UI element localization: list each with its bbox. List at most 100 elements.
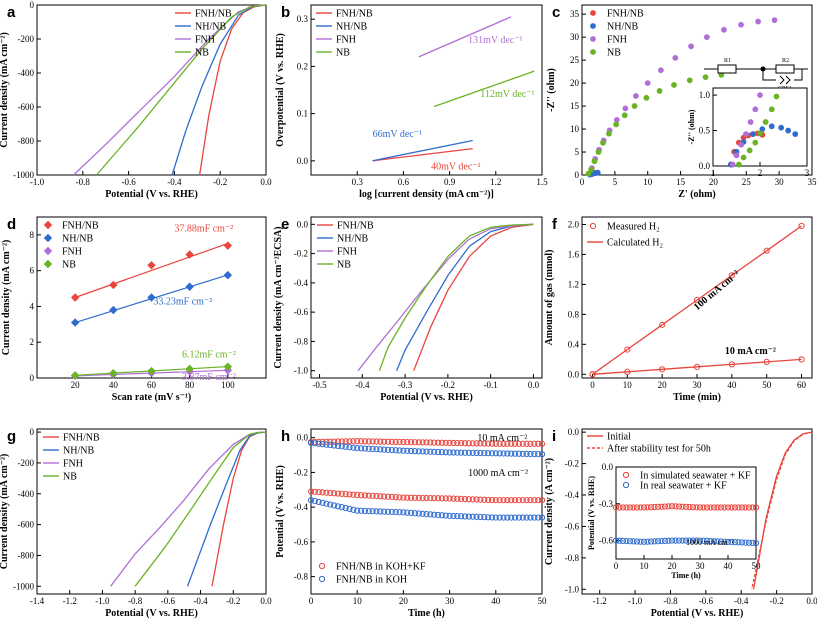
series-point-1	[346, 505, 353, 512]
series-point-0	[531, 440, 538, 447]
inset-point-0	[675, 503, 683, 510]
series-point-0	[438, 439, 445, 446]
series-line-0	[211, 431, 267, 587]
legend-marker	[43, 220, 53, 230]
series-point-1	[419, 448, 426, 455]
series-point-1	[350, 506, 357, 513]
series-point-1	[496, 514, 503, 521]
series-point-1	[338, 504, 345, 511]
series-point-3	[606, 130, 612, 137]
series-point-1	[342, 443, 349, 450]
legend-label: NB	[195, 48, 209, 59]
series-point-1	[500, 514, 507, 521]
y-tick-label: 0.3	[297, 14, 309, 24]
series-line-0	[592, 225, 802, 375]
y-tick-label: -0.4	[294, 502, 309, 512]
series-point-1	[354, 445, 361, 452]
series-point-1	[461, 449, 469, 456]
series-line-2	[357, 223, 534, 372]
series-point-1	[538, 451, 546, 458]
legend-marker	[590, 23, 596, 29]
y-tick-label: 4	[30, 301, 35, 311]
series-point-3	[588, 166, 595, 173]
circuit-label: R1	[724, 58, 731, 64]
y-tick-label: -0.8	[294, 572, 309, 582]
chart-g: -1.4 -1.2 -1.0 -0.8 -0.6 -0.4 -0.2 0.0 -1000 -800…	[0, 427, 272, 619]
series-point-0	[431, 439, 438, 446]
panel-label: f	[552, 216, 558, 233]
series-point-1	[527, 450, 534, 458]
x-tick-label: 20	[668, 561, 678, 571]
series-point-0	[538, 497, 546, 504]
cpe-element	[779, 75, 791, 85]
y-tick-label: -600	[18, 520, 35, 530]
series-point-2	[771, 17, 778, 24]
legend-label: After stability test for 50h	[607, 444, 711, 455]
legend-label: Initial	[607, 432, 631, 443]
y-tick-label: -0.6	[294, 537, 309, 547]
series-point-0	[519, 497, 526, 504]
x-tick-label: 0.0	[260, 596, 272, 606]
y-axis-label: Current density (mA cm⁻²)	[1, 240, 12, 356]
series-point-1	[438, 512, 445, 519]
inset-point-1	[710, 538, 718, 545]
series-point-0	[693, 297, 701, 304]
series-point-0	[361, 438, 368, 445]
series-point-0	[315, 489, 322, 496]
series-point-1	[485, 514, 492, 521]
plot-frame	[310, 4, 543, 176]
series-point-1	[404, 509, 411, 516]
series-point-0	[461, 495, 469, 503]
plot-frame	[581, 428, 813, 595]
x-tick-label: 0.0	[260, 177, 272, 187]
x-tick-label: 50	[752, 561, 762, 571]
series-point-1	[334, 503, 342, 510]
y-tick-label: -0.2	[294, 249, 308, 259]
legend-label: FNH/NB	[195, 9, 232, 20]
inset-point-0	[658, 503, 665, 510]
inset-point-0	[717, 504, 725, 511]
x-tick-label: 60	[147, 380, 157, 390]
series-point-0	[384, 438, 392, 445]
x-tick-label: 15	[676, 177, 686, 187]
series-point-0	[492, 440, 499, 447]
series-point-0	[381, 438, 388, 445]
inset-point-0	[686, 503, 693, 511]
inset-point-1	[693, 537, 700, 544]
x-tick-label: 0	[309, 596, 314, 606]
y-tick-label: 0.8	[568, 309, 580, 319]
inset-point-1	[721, 538, 728, 545]
inset-point-1	[745, 539, 753, 546]
y-tick-label: 10	[570, 124, 580, 134]
y-tick-label: -0.3	[599, 499, 614, 509]
series-point-2	[622, 105, 629, 112]
x-tick-label: 0.0	[528, 380, 540, 390]
inset-point-1	[686, 537, 693, 544]
y-tick-label: -0.2	[294, 467, 308, 477]
series-point-0	[381, 493, 388, 500]
legend-label: NH/NB	[195, 22, 226, 33]
x-tick-label: -0.2	[441, 380, 455, 390]
series-point-0	[477, 440, 484, 447]
series-point-1	[377, 446, 384, 453]
series-point-1	[465, 449, 472, 456]
y-tick-label: 0.0	[568, 369, 580, 379]
inset-point-0	[640, 504, 648, 511]
y-tick-label: 1.6	[568, 249, 580, 259]
x-tick-label: 60	[797, 380, 807, 390]
y-axis-label: Current density (mA cm⁻²)	[0, 454, 10, 570]
series-point-1	[357, 507, 365, 514]
series-point-0	[70, 293, 80, 302]
inset-point-1	[679, 537, 686, 544]
y-tick-label: 0.0	[297, 219, 309, 229]
series-point-2	[721, 26, 727, 33]
series-point-1	[488, 450, 496, 457]
inset-point-1	[640, 538, 648, 545]
series-point-1	[458, 513, 465, 520]
y-tick-label: 0	[575, 170, 580, 180]
series-point-1	[377, 508, 384, 515]
x-tick-label: 20	[658, 380, 668, 390]
circuit-branch	[762, 69, 776, 81]
inset-point-1	[661, 537, 669, 545]
inset-point-1	[714, 538, 721, 545]
